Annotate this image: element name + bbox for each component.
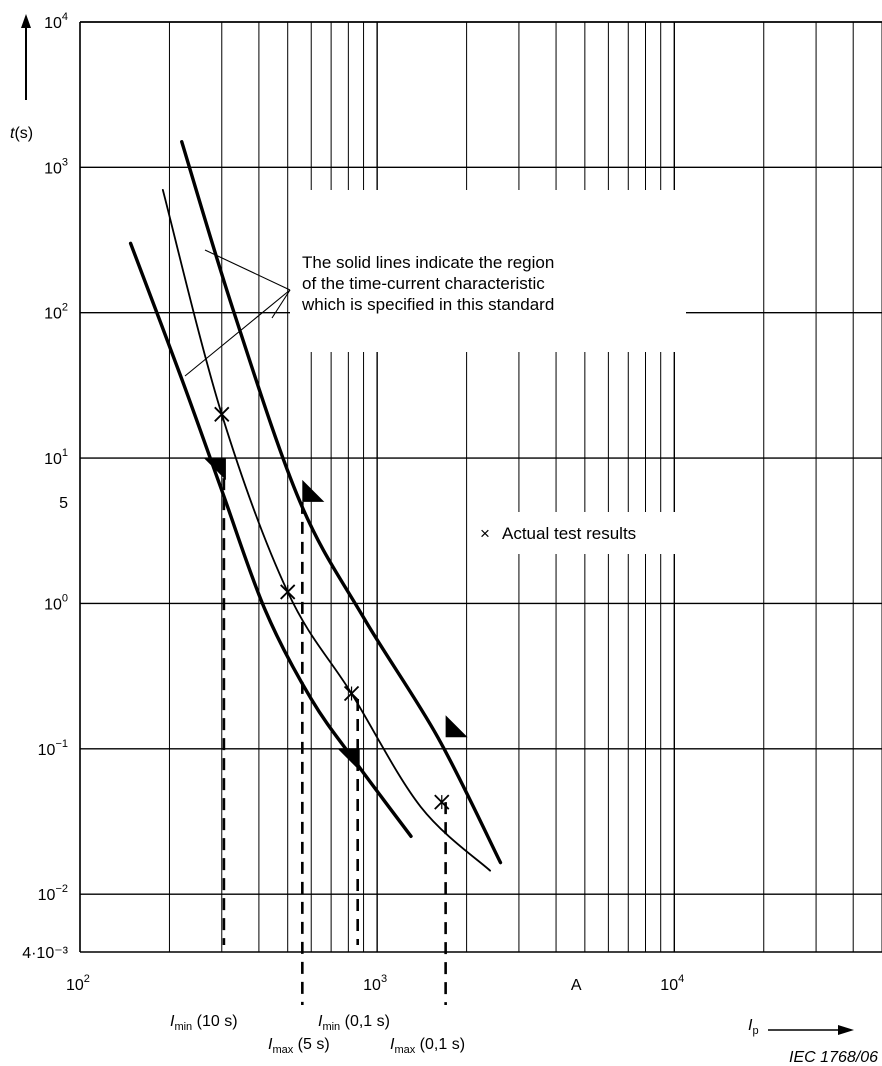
figure-credit: IEC 1768/06 bbox=[789, 1049, 878, 1066]
pointer-line bbox=[271, 289, 291, 319]
marker-label: Imin (10 s) bbox=[170, 1013, 238, 1033]
limit-markers bbox=[203, 458, 468, 1005]
pointer-line bbox=[204, 249, 291, 291]
y-axis-arrowhead bbox=[21, 14, 31, 28]
legend-symbol: × bbox=[480, 524, 490, 543]
y-tick-label: 5 bbox=[59, 495, 68, 512]
y-tick-labels: 104 103 102 101 5 100 10−1 10−2 4·10⁻³ bbox=[22, 11, 68, 962]
x-axis-arrowhead bbox=[838, 1025, 854, 1035]
limit-marker-3 bbox=[445, 715, 468, 738]
annotation-box bbox=[290, 190, 686, 352]
x-tick-labels: 102 103 104 A bbox=[66, 973, 684, 994]
y-tick-label: 10−1 bbox=[38, 738, 68, 759]
x-tick-label: 103 bbox=[363, 973, 387, 994]
annotation-line: which is specified in this standard bbox=[301, 295, 554, 314]
annotation-box-bg: The solid lines indicate the region of th… bbox=[184, 190, 692, 554]
y-axis-label: t(s) bbox=[10, 125, 33, 142]
annotation-line: of the time-current characteristic bbox=[302, 274, 545, 293]
limit-marker-2 bbox=[337, 748, 360, 771]
y-tick-label: 4·10⁻³ bbox=[22, 945, 68, 962]
pointer-line bbox=[184, 289, 291, 377]
y-tick-label: 10−2 bbox=[38, 883, 68, 904]
x-axis-label: Ip bbox=[748, 1017, 759, 1037]
axis-labels: Imin (10 s) Imax (5 s) Imin (0,1 s)Imax (0… bbox=[10, 14, 878, 1066]
y-tick-label: 100 bbox=[44, 592, 68, 613]
series-test-curve bbox=[161, 188, 492, 872]
x-tick-label: 102 bbox=[66, 973, 90, 994]
x-tick-label: 104 bbox=[660, 973, 684, 994]
y-tick-label: 103 bbox=[44, 156, 68, 177]
marker-label: Imax (0,1 s) bbox=[390, 1036, 465, 1056]
marker-label: Imin (0,1 s) bbox=[318, 1013, 390, 1033]
y-tick-label: 104 bbox=[44, 11, 68, 32]
legend-box bbox=[472, 512, 692, 554]
y-tick-label: 102 bbox=[44, 302, 68, 323]
annotation-line: The solid lines indicate the region bbox=[302, 253, 554, 272]
limit-marker-1 bbox=[302, 479, 325, 502]
x-unit-label: A bbox=[571, 977, 582, 994]
legend-label: Actual test results bbox=[502, 524, 636, 543]
y-tick-label: 101 bbox=[44, 447, 68, 468]
grid bbox=[79, 21, 882, 953]
limit-marker-0 bbox=[203, 458, 226, 481]
marker-label: Imax (5 s) bbox=[268, 1036, 330, 1056]
test-points bbox=[214, 406, 450, 810]
series-upper-bound bbox=[180, 140, 503, 865]
